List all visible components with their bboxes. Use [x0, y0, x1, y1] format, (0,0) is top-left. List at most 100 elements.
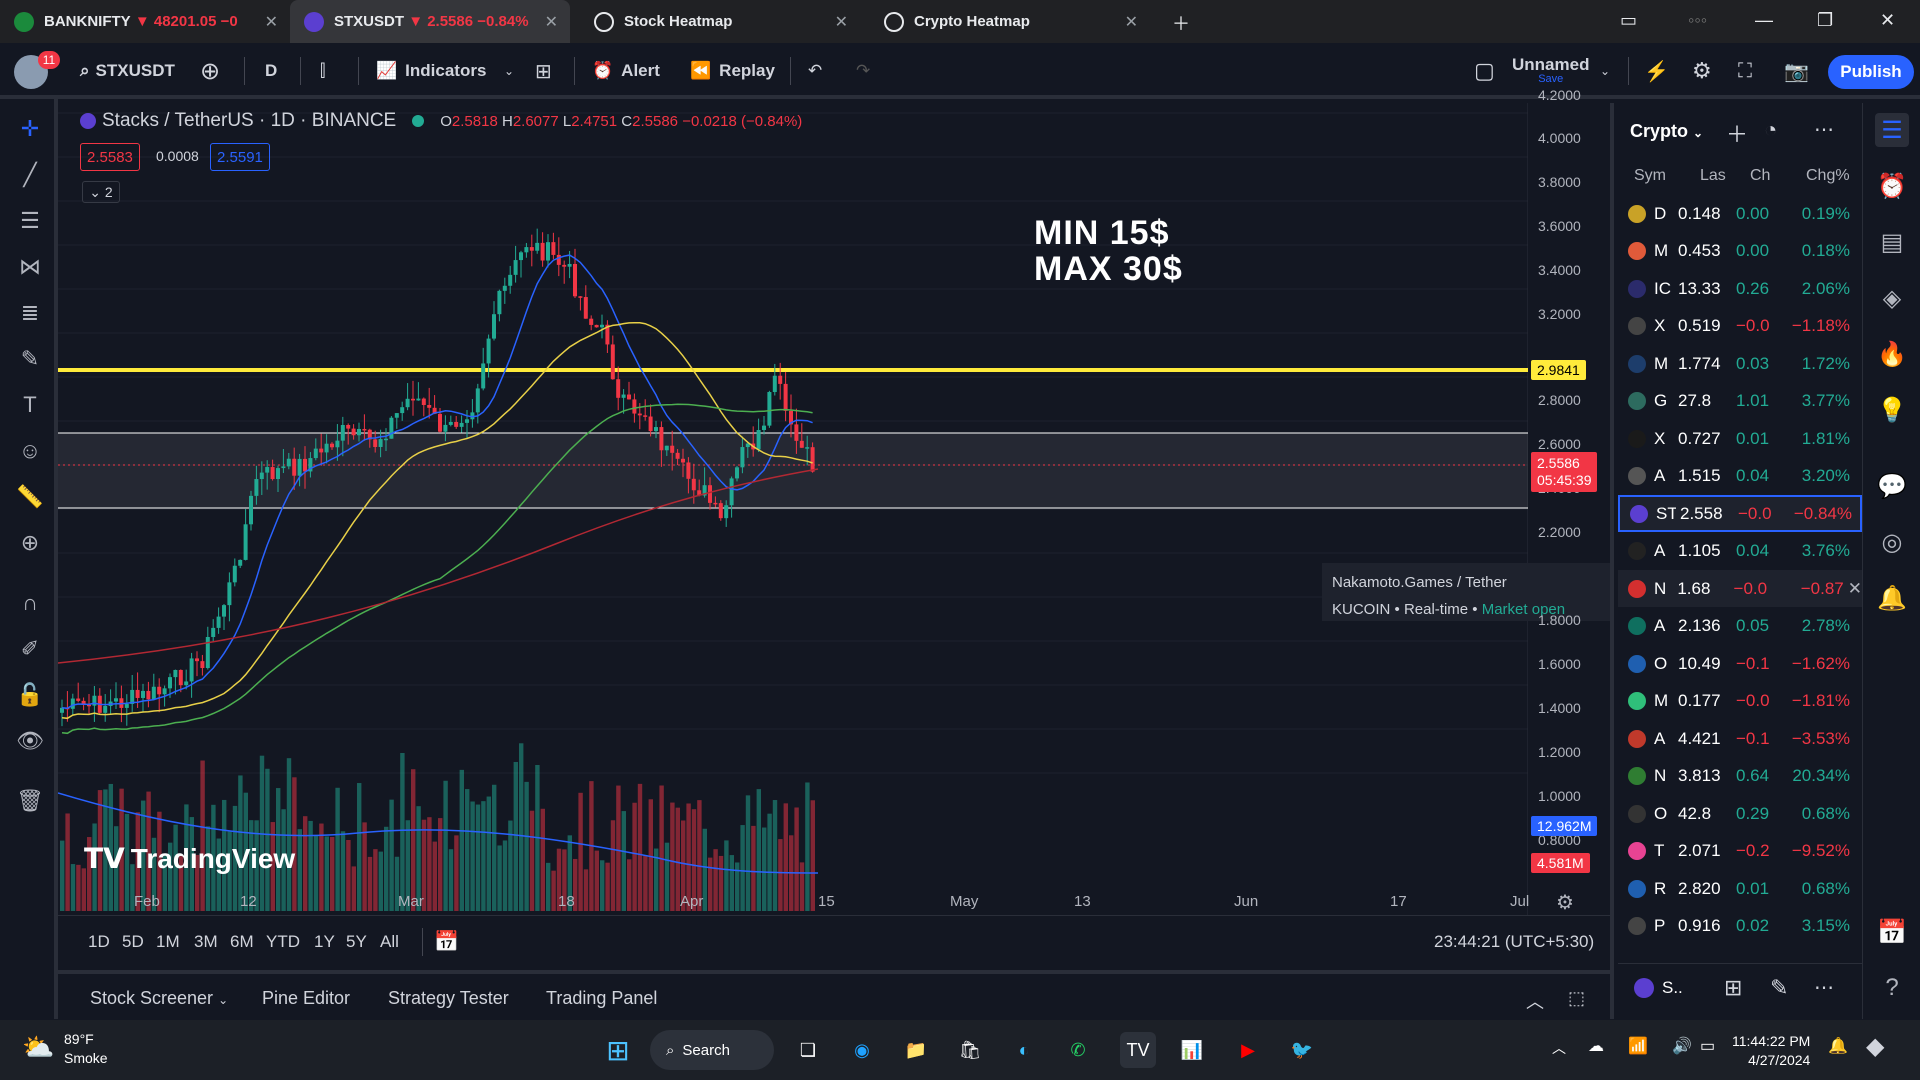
alarm-clock-icon[interactable]: ⏰	[1877, 172, 1907, 200]
tab-crypto-heatmap[interactable]: Crypto Heatmap ✕	[870, 0, 1150, 43]
chevron-down-icon[interactable]: ⌄	[1600, 64, 1611, 78]
cloud-icon[interactable]: ☁	[1588, 1038, 1604, 1055]
gear-icon[interactable]: ⚙	[1556, 892, 1574, 914]
timeframe-1y[interactable]: 1Y	[314, 932, 335, 951]
edit-icon[interactable]: ✎	[1770, 975, 1789, 1000]
col-last[interactable]: Las	[1700, 167, 1726, 184]
watchlist-row[interactable]: M 1.774 0.03 1.72%	[1618, 345, 1862, 382]
remove-row-icon[interactable]: ✕	[1847, 578, 1862, 598]
chevron-up-icon[interactable]: ︿	[1552, 1040, 1566, 1056]
close-tab-icon[interactable]: ✕	[544, 14, 558, 31]
clock-display[interactable]: 23:44:21 (UTC+5:30)	[1434, 932, 1595, 951]
hotlist-icon[interactable]: 🔥	[1877, 340, 1907, 368]
watchlist-row[interactable]: O 42.8 0.29 0.68%	[1618, 795, 1862, 832]
undo-icon[interactable]: ↶	[808, 61, 823, 80]
legend-title[interactable]: Stacks / TetherUS · 1D · BINANCE	[102, 110, 397, 131]
timeframe-5d[interactable]: 5D	[122, 932, 144, 951]
bid-price-button[interactable]: 2.5583	[80, 143, 140, 171]
ask-price-button[interactable]: 2.5591	[210, 143, 270, 171]
edge-icon[interactable]: ◉	[854, 1039, 870, 1060]
watchlist-row[interactable]: ST 2.558 −0.0 −0.84%	[1618, 495, 1862, 532]
alert-button[interactable]: ⏰ Alert	[592, 43, 660, 99]
watchlist-row[interactable]: N 3.813 0.64 20.34%	[1618, 758, 1862, 795]
weather-icon[interactable]: ⛅	[22, 1032, 55, 1062]
chart-app-icon[interactable]: 📊	[1180, 1039, 1204, 1060]
more-icon[interactable]: ⋯	[1814, 977, 1834, 999]
timeframe-5y[interactable]: 5Y	[346, 932, 367, 951]
candles-icon[interactable]: ⫿	[320, 61, 326, 80]
restore-icon[interactable]: ❐	[1817, 10, 1834, 30]
whatsapp-icon[interactable]: ✆	[1070, 1039, 1086, 1060]
tab-stock-screener[interactable]: Stock Screener ⌄	[90, 988, 228, 1009]
close-tab-icon[interactable]: ✕	[264, 14, 278, 31]
eye-icon[interactable]: 👁	[16, 728, 44, 753]
text-icon[interactable]: T	[23, 392, 37, 417]
watchlist-title-button[interactable]: Crypto ⌄	[1630, 121, 1703, 142]
timeframe-1m[interactable]: 1M	[156, 932, 180, 951]
interval-button[interactable]: D	[265, 61, 278, 80]
fib-icon[interactable]: ≣	[20, 300, 40, 325]
watchlist-row[interactable]: P 0.916 0.02 3.15%	[1618, 908, 1862, 945]
brush-icon[interactable]: ✎	[20, 346, 40, 371]
publish-button[interactable]: Publish	[1828, 55, 1914, 89]
close-tab-icon[interactable]: ✕	[834, 14, 848, 31]
chart-pane[interactable]	[58, 103, 1528, 915]
chevron-down-icon[interactable]: ⌄	[504, 64, 515, 78]
calendar-range-icon[interactable]: 📅	[434, 931, 459, 953]
emoji-icon[interactable]: ☺	[18, 438, 42, 463]
data-window-icon[interactable]: ▤	[1880, 228, 1904, 256]
symbol-search[interactable]: ⌕ STXUSDT	[80, 43, 175, 99]
ideas-icon[interactable]: 💡	[1877, 396, 1907, 424]
tab-trading-panel[interactable]: Trading Panel	[546, 988, 658, 1008]
wifi-icon[interactable]: 📶	[1628, 1038, 1648, 1055]
trash-icon[interactable]: 🗑	[16, 788, 44, 813]
screen-icon[interactable]: ▭	[1620, 10, 1638, 30]
templates-icon[interactable]: ⊞	[535, 60, 552, 83]
camera-icon[interactable]: 📷	[1784, 60, 1809, 83]
chevron-up-icon[interactable]: ︿	[1526, 992, 1544, 1012]
weather-widget[interactable]: 89°F Smoke	[64, 1030, 108, 1068]
watchlist-row[interactable]: M 0.177 −0.0 −1.81%	[1618, 683, 1862, 720]
battery-icon[interactable]: ▭	[1700, 1038, 1716, 1055]
twitter-icon[interactable]: 🐦	[1290, 1039, 1314, 1060]
ruler-icon[interactable]: 📏	[16, 484, 44, 509]
timeframe-3m[interactable]: 3M	[194, 932, 218, 951]
tab-stxusdt[interactable]: STXUSDT ▼ 2.5586 −0.84% ✕	[290, 0, 570, 43]
watchlist-row[interactable]: D 0.148 0.00 0.19%	[1618, 195, 1862, 232]
bell-icon[interactable]: 🔔	[1877, 584, 1907, 612]
horizontal-lines-icon[interactable]: ☰	[20, 208, 40, 233]
pitchfork-icon[interactable]: ⋈	[19, 254, 41, 279]
copilot-colorful-icon[interactable]: ◆	[1866, 1033, 1885, 1060]
new-tab-icon[interactable]: ＋	[1172, 14, 1190, 34]
watchlist-row[interactable]: M 0.453 0.00 0.18%	[1618, 233, 1862, 270]
watchlist-row[interactable]: A 4.421 −0.1 −3.53%	[1618, 720, 1862, 757]
add-symbol-icon[interactable]: ＋	[1726, 122, 1749, 147]
trend-line-icon[interactable]: ╱	[23, 162, 37, 187]
taskbar-search[interactable]: ⌕ Search	[650, 1030, 774, 1070]
magnet-icon[interactable]: ∩	[22, 590, 38, 615]
indicators-button[interactable]: 📈 Indicators	[376, 43, 486, 99]
watchlist-row[interactable]: T 2.071 −0.2 −9.52%	[1618, 833, 1862, 870]
indicator-collapse-button[interactable]: ⌄ 2	[82, 181, 120, 203]
watchlist-row[interactable]: G 27.8 1.01 3.77%	[1618, 383, 1862, 420]
notification-bell-icon[interactable]: 🔔	[1828, 1038, 1848, 1055]
redo-icon[interactable]: ↷	[856, 61, 871, 80]
watchlist-row[interactable]: X 0.727 0.01 1.81%	[1618, 420, 1862, 457]
more-icon[interactable]: ◦◦◦	[1688, 10, 1708, 30]
watchlist-row[interactable]: A 1.105 0.04 3.76%	[1618, 533, 1862, 570]
system-clock[interactable]: 11:44:22 PM 4/27/2024	[1732, 1032, 1810, 1070]
layout-name[interactable]: Unnamed Save	[1512, 55, 1589, 85]
task-view-icon[interactable]: ❏	[799, 1039, 817, 1060]
fullscreen-icon[interactable]: ⛶	[1738, 59, 1752, 82]
col-change-pct[interactable]: Chg%	[1806, 167, 1850, 184]
watchlist-row[interactable]: A 2.136 0.05 2.78%	[1618, 608, 1862, 645]
youtube-icon[interactable]: ▶	[1241, 1039, 1255, 1060]
grid-icon[interactable]: ⊞	[1724, 975, 1743, 1000]
watchlist-row[interactable]: N 1.68 −0.0 −0.87 ✕	[1618, 570, 1862, 607]
timeframe-ytd[interactable]: YTD	[266, 932, 300, 951]
watchlist-row[interactable]: IC 13.33 0.26 2.06%	[1618, 270, 1862, 307]
streams-icon[interactable]: ◎	[1881, 528, 1903, 556]
chart-text-annotation[interactable]: MIN 15$ MAX 30$	[1034, 215, 1183, 287]
tab-banknifty[interactable]: BANKNIFTY ▼ 48201.05 −0 ✕	[0, 0, 290, 43]
timeframe-1d[interactable]: 1D	[88, 932, 110, 951]
